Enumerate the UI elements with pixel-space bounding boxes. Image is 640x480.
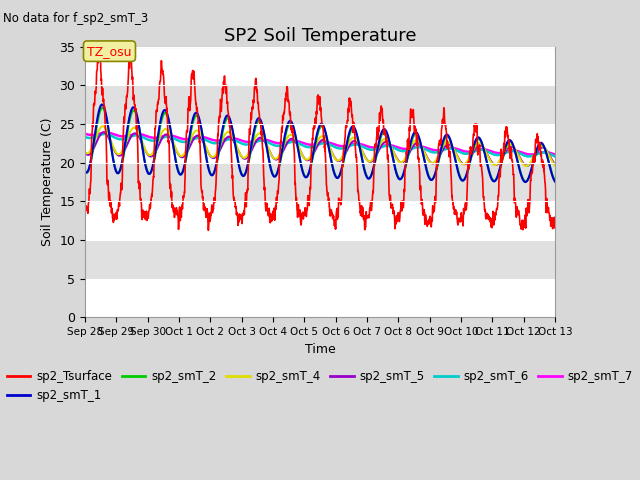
Bar [85, 47, 555, 85]
Bar [85, 85, 555, 124]
Bar [85, 201, 555, 240]
Y-axis label: Soil Temperature (C): Soil Temperature (C) [41, 118, 54, 246]
Text: No data for f_sp2_smT_3: No data for f_sp2_smT_3 [3, 12, 148, 25]
Bar [85, 124, 555, 163]
X-axis label: Time: Time [305, 343, 335, 356]
Text: TZ_osu: TZ_osu [87, 45, 132, 58]
Bar [85, 278, 555, 317]
Legend: sp2_Tsurface, sp2_smT_1, sp2_smT_2, sp2_smT_4, sp2_smT_5, sp2_smT_6, sp2_smT_7: sp2_Tsurface, sp2_smT_1, sp2_smT_2, sp2_… [2, 365, 638, 407]
Bar [85, 163, 555, 201]
Bar [85, 240, 555, 278]
Title: SP2 Soil Temperature: SP2 Soil Temperature [224, 27, 416, 45]
